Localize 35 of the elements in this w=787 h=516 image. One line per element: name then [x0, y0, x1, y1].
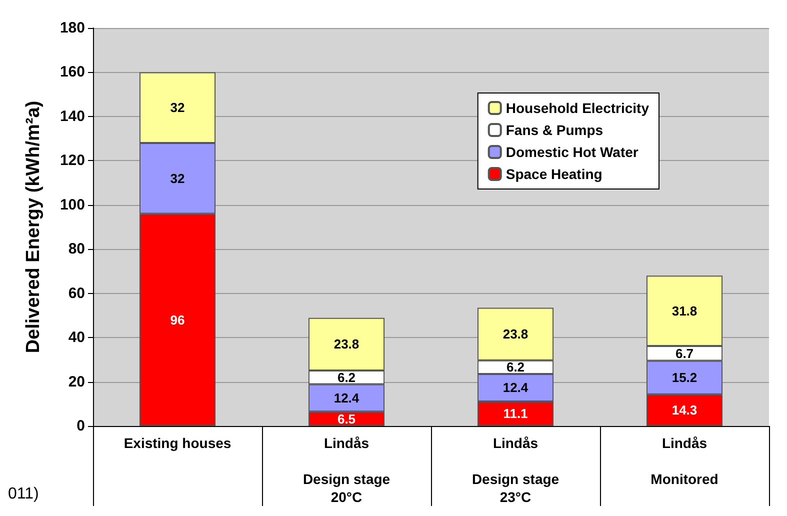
data-label: 14.3	[672, 402, 698, 418]
legend-label: Space Heating	[506, 166, 602, 182]
legend-label: Household Electricity	[506, 100, 650, 116]
y-tick-label: 160	[60, 64, 85, 81]
data-label: 15.2	[672, 370, 698, 386]
category-label: Lindås Design stage 20°C	[302, 435, 390, 505]
data-label: 23.8	[502, 326, 528, 342]
data-label: 12.4	[334, 390, 360, 406]
data-label: 31.8	[672, 303, 698, 318]
data-label: 6.2	[337, 370, 356, 385]
text: 011)	[8, 486, 39, 502]
data-label: 32	[170, 170, 185, 186]
data-label: 6.2	[506, 360, 525, 375]
data-label: 23.8	[334, 336, 360, 352]
y-tick-label: 0	[76, 418, 85, 434]
y-axis-title: Delivered Energy (kWh/m²a)	[23, 100, 44, 354]
y-tick-label: 40	[68, 329, 85, 346]
data-label: 96	[170, 312, 185, 328]
y-tick-label: 80	[68, 240, 85, 258]
y-tick-label: 120	[60, 152, 85, 170]
data-label: 12.4	[502, 380, 529, 396]
data-label: 32	[170, 100, 185, 116]
y-tick-label: 60	[68, 284, 85, 302]
data-label: 11.1	[503, 406, 528, 422]
category-label: Lindås Design stage 23°C	[472, 435, 560, 505]
data-label: 6.7	[675, 346, 694, 361]
x-tick-label: Existing houses	[124, 435, 232, 451]
data-label: 6.5	[337, 411, 356, 426]
y-tick-label: 20	[68, 373, 85, 390]
category-label: Lindås Monitored	[650, 435, 718, 487]
legend-label: Fans & Pumps	[506, 122, 604, 138]
y-tick-label: 140	[60, 108, 85, 125]
legend-label: Domestic Hot Water	[506, 144, 639, 160]
y-tick-label: 100	[60, 196, 85, 214]
y-tick-label: 180	[60, 20, 85, 36]
